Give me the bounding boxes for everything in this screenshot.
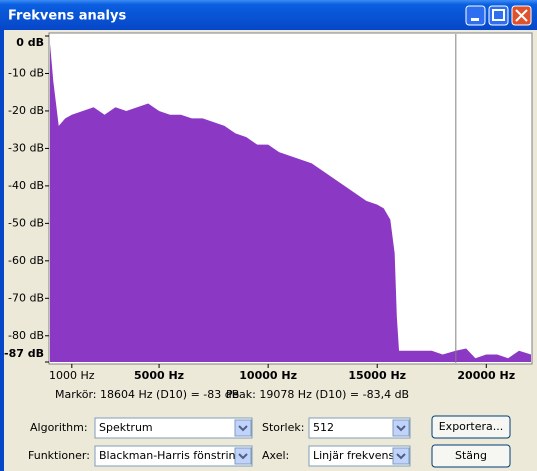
y-tick-label: -10 dB — [8, 66, 44, 79]
combobox[interactable] — [94, 417, 253, 439]
y-tick-label: -80 dB — [8, 329, 44, 342]
x-tick-label: 15000 Hz — [348, 369, 406, 382]
button-label: Stäng — [455, 449, 487, 462]
combobox-value: 512 — [313, 421, 334, 434]
button-label: Exportera... — [439, 420, 504, 433]
combobox-value: Blackman-Harris fönstring — [99, 449, 242, 462]
minimize-button[interactable] — [465, 5, 486, 26]
y-tick-label: -20 dB — [8, 104, 44, 117]
label: Funktioner: — [28, 449, 90, 462]
label: Algorithm: — [30, 421, 88, 434]
dropdown-icon — [238, 425, 248, 432]
combobox[interactable] — [308, 445, 411, 467]
y-tick-label: -30 dB — [8, 141, 44, 154]
combobox[interactable] — [308, 417, 411, 439]
label: Axel: — [262, 449, 289, 462]
y-tick-label: -70 dB — [8, 291, 44, 304]
x-tick-label: 5000 Hz — [134, 369, 184, 382]
title-bar — [0, 0, 537, 30]
spectrum-area — [50, 43, 531, 362]
dropdown-icon — [396, 425, 406, 432]
combobox-value: Spektrum — [99, 421, 153, 434]
dropdown-button[interactable] — [392, 419, 410, 437]
button[interactable] — [431, 444, 511, 468]
y-tick-label: -50 dB — [8, 216, 44, 229]
minimize-icon — [471, 18, 479, 21]
close-icon — [515, 9, 528, 22]
maximize-icon — [492, 9, 505, 21]
combobox[interactable] — [94, 445, 253, 467]
peak-readout: Peak: 19078 Hz (D10) = -83,4 dB — [226, 388, 409, 401]
button[interactable] — [431, 415, 511, 439]
x-tick-label: 1000 Hz — [49, 369, 95, 382]
combobox-value: Linjär frekvens — [313, 449, 395, 462]
y-tick-label: -40 dB — [8, 179, 44, 192]
window-title: Frekvens analys — [8, 9, 126, 24]
border — [0, 30, 4, 471]
dropdown-button[interactable] — [234, 447, 252, 465]
y-tick-label: -87 dB — [4, 347, 44, 360]
y-tick-label: -60 dB — [8, 254, 44, 267]
plot — [50, 34, 531, 363]
dropdown-icon — [396, 453, 406, 460]
dropdown-icon — [238, 453, 248, 460]
dropdown-button[interactable] — [392, 447, 410, 465]
dropdown-button[interactable] — [234, 419, 252, 437]
x-tick-label: 10000 Hz — [239, 369, 297, 382]
label: Storlek: — [262, 421, 304, 434]
maximize-button[interactable] — [488, 5, 509, 26]
cursor-readout: Markör: 18604 Hz (D10) = -83 dB — [55, 388, 239, 401]
y-tick-label: 0 dB — [16, 36, 44, 49]
x-tick-label: 20000 Hz — [457, 369, 515, 382]
